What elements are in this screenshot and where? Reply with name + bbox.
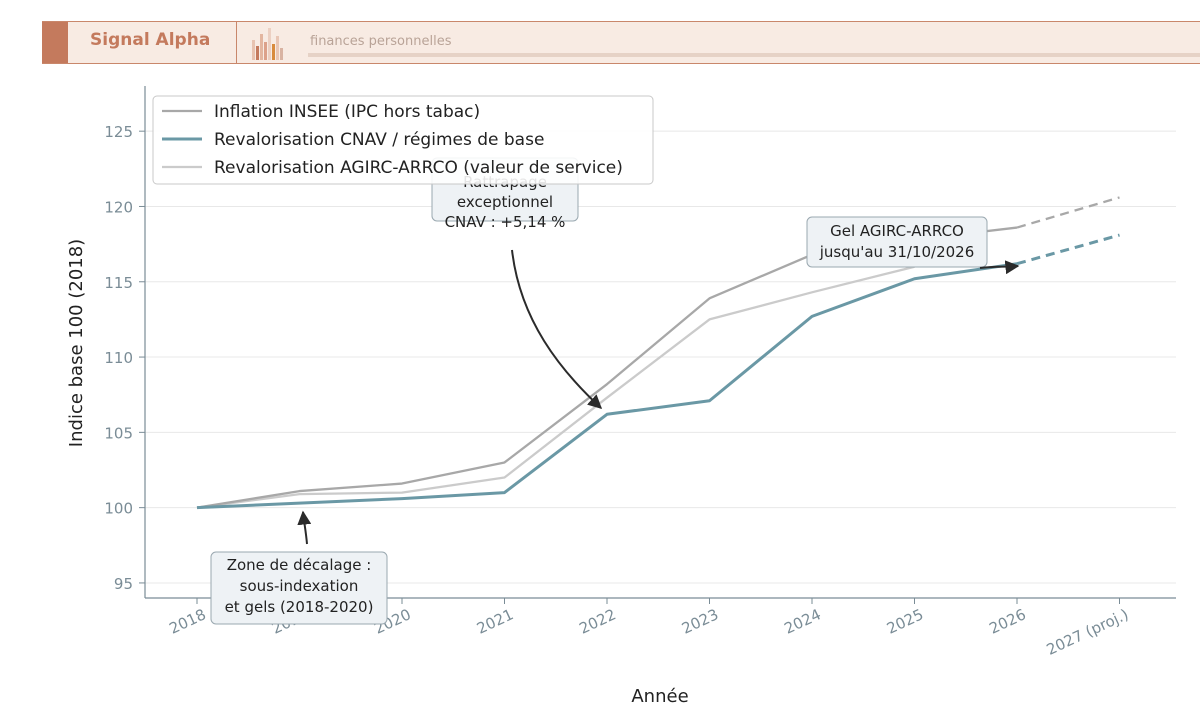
series-line-inflation (196, 226, 1018, 509)
tagline-underline (308, 53, 1200, 57)
annotation-text: CNAV : +5,14 % (445, 213, 566, 231)
brand-name: Signal Alpha (90, 30, 211, 50)
legend-box (152, 95, 654, 185)
y-tick-label: 110 (104, 349, 133, 367)
series-line-agirc (196, 265, 915, 509)
y-tick-label: 120 (104, 198, 133, 216)
annotation-arrow (297, 510, 312, 545)
y-tick-label: 105 (104, 424, 133, 442)
annotation-text: exceptionnel (457, 193, 553, 211)
x-tick-label: 2026 (986, 605, 1028, 637)
x-tick-label: 2025 (884, 605, 926, 637)
x-tick-label: 2018 (166, 605, 208, 637)
header-separator (236, 22, 237, 63)
y-tick-label: 115 (104, 274, 133, 292)
annotation-text: sous-indexation (240, 577, 359, 595)
annotation-arrow (979, 260, 1020, 275)
x-tick-label: 2027 (proj.) (1044, 605, 1131, 659)
series-projection-cnav (1016, 233, 1120, 266)
annotation-text: jusqu'au 31/10/2026 (819, 243, 975, 261)
accent-square (42, 22, 68, 63)
series-line-cnav (196, 262, 1018, 510)
x-tick-label: 2022 (576, 605, 618, 637)
annotation-box (806, 216, 988, 268)
legend-label-inflation: Inflation INSEE (IPC hors tabac) (214, 102, 480, 122)
x-tick-label: 2021 (474, 605, 516, 637)
tagline: finances personnelles (310, 34, 452, 49)
annotation-text: et gels (2018-2020) (225, 598, 374, 616)
y-tick-label: 95 (114, 575, 133, 593)
annotation-arrow (511, 249, 603, 409)
annotation-text: Zone de décalage : (227, 556, 372, 574)
series-projection-inflation (1016, 196, 1120, 229)
legend: Inflation INSEE (IPC hors tabac) Revalori… (152, 95, 654, 185)
x-tick-label: 2024 (781, 605, 823, 637)
legend-label-cnav: Revalorisation CNAV / régimes de base (214, 130, 544, 150)
y-tick-label: 125 (104, 123, 133, 141)
x-tick-label: 2023 (679, 605, 721, 637)
header-banner: Signal Alpha finances personnelles (42, 21, 1200, 64)
y-axis-label: Indice base 100 (2018) (66, 239, 87, 447)
annotations: RattrapageexceptionnelCNAV : +5,14 %Gel … (210, 157, 1020, 625)
y-tick-label: 100 (104, 500, 133, 518)
bar-chart-icon (252, 28, 283, 60)
legend-label-agirc: Revalorisation AGIRC-ARRCO (valeur de se… (214, 158, 623, 178)
annotation-text: Gel AGIRC-ARRCO (830, 222, 964, 240)
annotation-box (210, 551, 388, 625)
x-axis-label: Année (631, 686, 688, 707)
